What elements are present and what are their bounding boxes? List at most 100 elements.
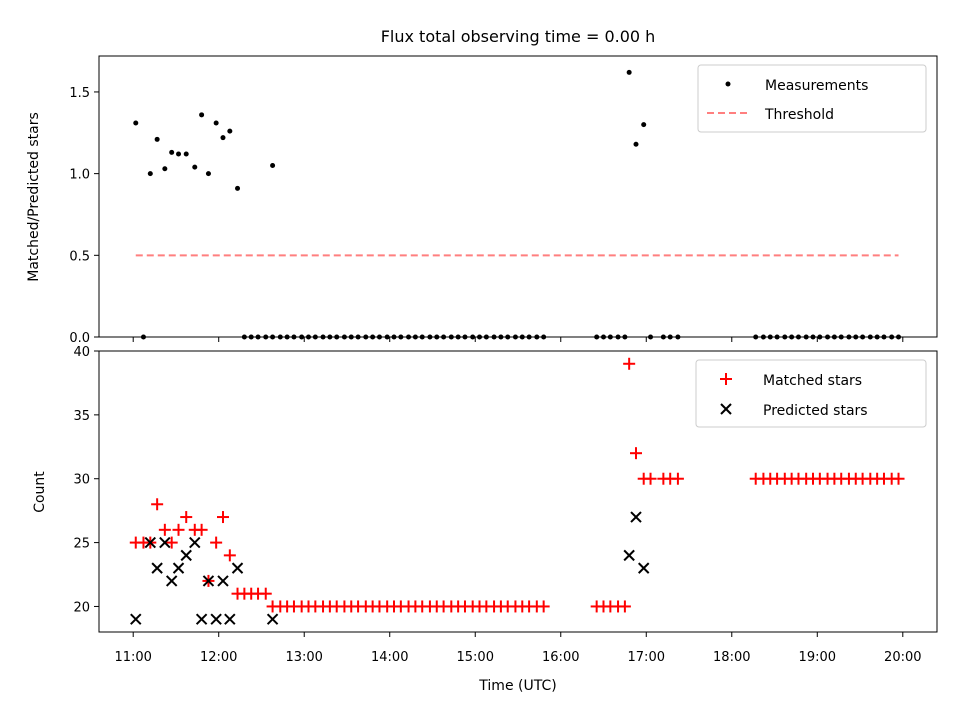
measurement-point [753,334,759,340]
measurement-point [306,334,311,340]
matched-star-point [671,472,684,485]
matched-star-point [216,511,229,524]
legend-predicted-label: Predicted stars [763,403,868,419]
measurement-point [626,69,632,75]
measurement-point [427,334,433,340]
matched-star-point [180,511,193,524]
legend-predicted-marker [720,403,732,415]
measurement-point [825,334,831,340]
measurement-point [660,334,666,340]
x-tick-label: 14:00 [371,650,408,665]
predicted-star-point [623,549,635,562]
measurement-point [376,334,382,340]
predicted-star-point [637,562,650,574]
y-tick-label: 20 [73,600,90,615]
measurement-point [277,334,283,340]
predicted-star-point [217,575,229,587]
matched-star-point [172,523,185,536]
x-tick-label: 17:00 [628,650,665,665]
measurement-point [327,334,333,340]
measurement-point [255,334,261,340]
predicted-star-point [195,613,208,625]
measurement-point [205,171,211,177]
measurement-point [534,334,540,340]
predicted-star-point [130,613,142,625]
predicted-star-point [266,613,279,625]
matched-star-point [210,536,223,549]
bottom-panel-frame [98,350,938,633]
measurement-point [675,334,681,340]
measurement-point [541,334,547,340]
x-tick-label: 15:00 [457,650,494,665]
measurement-point [270,162,276,168]
bottom-x-ticks: 11:00 12:00 13:00 14:00 15:00 16:00 17:00 18:00… [114,632,922,665]
measurement-point [284,334,290,340]
measurement-point [648,334,654,340]
measurement-point [607,334,613,340]
predicted-star-point [210,613,222,625]
top-panel: 0.0 0.5 1.0 1.5 Matched/Predicted stars Mea… [26,55,938,346]
measurement-point [853,334,859,340]
top-data-marks [133,69,902,340]
x-tick-label: 18:00 [713,650,750,665]
matched-star-point [630,447,643,460]
matched-star-point [618,600,631,613]
measurement-point [789,334,795,340]
measurement-point [601,334,607,340]
matched-star-point [195,523,208,536]
measurement-point [176,151,182,157]
measurement-point [448,334,454,340]
measurement-point [519,334,525,340]
legend-matched-label: Matched stars [763,373,862,389]
measurement-point [140,334,146,340]
measurement-point [462,334,468,340]
measurement-point [889,334,895,340]
matched-star-point [644,472,657,485]
measurement-point [192,164,198,170]
measurement-point [235,185,241,191]
predicted-star-point [180,549,192,562]
y-tick-label: 30 [73,473,90,488]
predicted-star-point [202,575,215,587]
y-tick-label: 1.5 [69,86,90,101]
measurement-point [398,334,404,340]
measurement-point [441,334,447,340]
measurement-point [270,334,276,340]
y-tick-label: 35 [73,409,90,424]
measurement-point [291,334,297,340]
measurement-point [803,334,809,340]
measurement-point [782,334,788,340]
x-tick-label: 11:00 [114,650,151,665]
top-x-ticks [132,337,904,342]
x-tick-label: 12:00 [200,650,237,665]
measurement-point [248,334,254,340]
predicted-star-point [151,562,163,574]
bottom-legend-box [695,359,927,428]
matched-star-point [259,587,272,600]
measurement-point [498,334,504,340]
measurement-point [896,334,902,340]
matched-star-point [151,498,164,511]
measurement-point [434,334,440,340]
predicted-star-point [144,536,157,549]
measurement-point [512,334,518,340]
predicted-star-point [231,562,244,574]
bottom-legend: Matched stars Predicted stars [695,359,927,428]
measurement-point [881,334,887,340]
measurement-point [348,334,354,340]
measurement-point [470,334,476,340]
matched-star-point [158,523,171,536]
measurement-point [760,334,766,340]
measurement-point [384,334,390,340]
bottom-y-ticks: 20 25 30 35 40 [73,345,99,615]
predicted-star-point [172,562,185,574]
bottom-panel: 20 25 30 35 40 11:00 12:00 13:00 14:00 15:00 16:0… [32,345,938,694]
figure-title: Flux total observing time = 0.00 h [381,27,656,46]
measurement-point [183,151,189,157]
measurement-point [199,112,205,118]
measurement-point [867,334,873,340]
x-tick-label: 19:00 [799,650,836,665]
measurement-point [838,334,844,340]
measurement-point [667,334,673,340]
y-tick-label: 0.0 [69,331,90,346]
